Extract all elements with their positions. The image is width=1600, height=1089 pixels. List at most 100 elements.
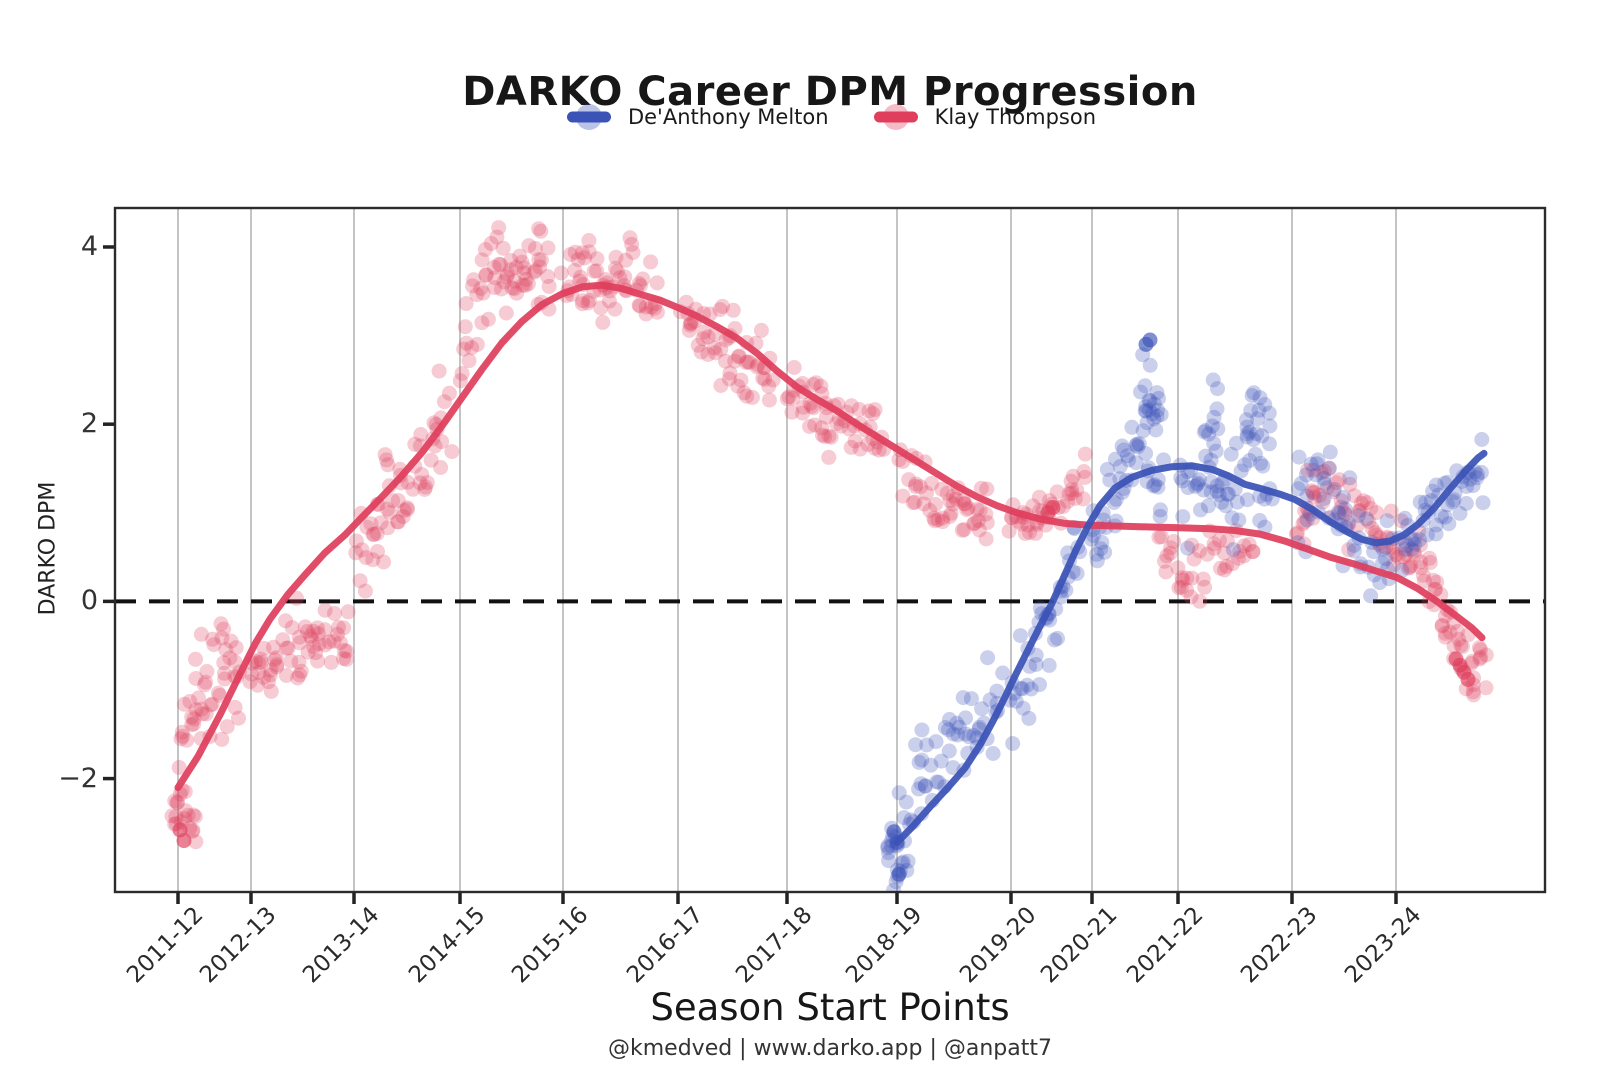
scatter-point-melton xyxy=(1372,575,1388,591)
scatter-point-thompson xyxy=(1473,649,1489,665)
scatter-point-thompson xyxy=(804,398,820,414)
scatter-point-thompson xyxy=(1355,493,1371,509)
scatter-point-thompson xyxy=(967,515,983,531)
scatter-point-melton xyxy=(1089,553,1105,569)
scatter-point-thompson xyxy=(1179,570,1195,586)
scatter-point-thompson xyxy=(979,515,995,531)
scatter-point-thompson xyxy=(219,719,235,735)
scatter-point-melton xyxy=(1142,332,1158,348)
y-tick-label: −2 xyxy=(58,762,98,794)
scatter-point-thompson xyxy=(456,341,472,357)
scatter-point-melton xyxy=(1239,426,1255,442)
scatter-point-melton xyxy=(917,778,933,794)
scatter-point-thompson xyxy=(589,263,605,279)
scatter-point-thompson xyxy=(1288,526,1304,542)
scatter-point-thompson xyxy=(1211,532,1227,548)
scatter-point-thompson xyxy=(595,314,611,330)
scatter-point-thompson xyxy=(1478,680,1494,696)
scatter-point-thompson xyxy=(1174,570,1190,586)
scatter-point-melton xyxy=(982,692,998,708)
scatter-point-thompson xyxy=(1159,548,1175,564)
scatter-point-melton xyxy=(945,760,961,776)
scatter-point-thompson xyxy=(278,667,294,683)
scatter-point-melton xyxy=(1153,407,1169,423)
scatter-point-thompson xyxy=(1464,653,1480,669)
scatter-point-melton xyxy=(1247,446,1263,462)
scatter-point-thompson xyxy=(499,269,514,285)
scatter-point-thompson xyxy=(216,655,232,671)
y-tick-label: 0 xyxy=(80,585,98,617)
scatter-point-thompson xyxy=(1315,494,1331,510)
scatter-point-melton xyxy=(1137,378,1153,394)
scatter-point-thompson xyxy=(943,505,959,521)
scatter-point-thompson xyxy=(1219,558,1234,574)
scatter-point-thompson xyxy=(1363,500,1379,516)
scatter-point-thompson xyxy=(216,621,232,637)
scatter-point-melton xyxy=(1246,385,1262,401)
scatter-point-thompson xyxy=(317,637,333,653)
scatter-point-melton xyxy=(950,727,966,743)
scatter-point-thompson xyxy=(266,639,281,655)
scatter-point-thompson xyxy=(956,522,972,538)
scatter-point-thompson xyxy=(336,620,352,636)
scatter-point-thompson xyxy=(1300,462,1316,478)
scatter-point-melton xyxy=(966,728,982,743)
scatter-point-thompson xyxy=(168,809,184,825)
scatter-point-melton xyxy=(1173,470,1189,486)
scatter-point-thompson xyxy=(184,717,200,733)
scatter-point-thompson xyxy=(638,299,654,315)
scatter-point-thompson xyxy=(379,501,395,517)
scatter-point-thompson xyxy=(1325,484,1341,500)
scatter-point-thompson xyxy=(1076,464,1092,479)
scatter-point-melton xyxy=(1203,474,1219,490)
scatter-point-melton xyxy=(974,701,990,717)
scatter-point-thompson xyxy=(609,263,625,279)
scatter-thompson xyxy=(164,220,1494,850)
scatter-point-thompson xyxy=(227,654,243,670)
scatter-point-thompson xyxy=(713,378,729,393)
scatter-point-thompson xyxy=(1170,560,1186,576)
scatter-point-melton xyxy=(1469,470,1485,486)
scatter-point-thompson xyxy=(188,702,204,718)
scatter-point-thompson xyxy=(1421,550,1437,566)
scatter-point-melton xyxy=(1187,478,1203,494)
trend-line-melton xyxy=(893,449,1488,846)
scatter-point-melton xyxy=(1047,632,1062,648)
scatter-point-thompson xyxy=(540,269,556,284)
scatter-point-melton xyxy=(1239,419,1255,435)
scatter-point-melton xyxy=(1152,502,1168,518)
y-axis-title: DARKO DPM xyxy=(35,481,61,616)
scatter-point-thompson xyxy=(185,822,201,838)
scatter-point-thompson xyxy=(399,501,415,517)
scatter-point-thompson xyxy=(749,359,765,375)
scatter-point-thompson xyxy=(942,493,958,509)
scatter-point-thompson xyxy=(618,252,634,268)
scatter-point-melton xyxy=(1151,391,1166,406)
scatter-point-thompson xyxy=(495,240,511,256)
scatter-point-melton xyxy=(1242,453,1258,468)
scatter-point-thompson xyxy=(1328,475,1344,491)
chart-footer: @kmedved | www.darko.app | @anpatt7 xyxy=(608,1036,1052,1061)
scatter-point-thompson xyxy=(607,301,623,317)
scatter-point-thompson xyxy=(589,251,605,267)
scatter-point-thompson xyxy=(400,474,416,490)
scatter-point-melton xyxy=(972,719,987,735)
scatter-point-thompson xyxy=(601,293,617,309)
scatter-point-thompson xyxy=(706,340,722,356)
scatter-point-thompson xyxy=(297,619,313,635)
scatter-point-thompson xyxy=(363,516,379,532)
scatter-point-thompson xyxy=(1245,544,1261,560)
scatter-point-melton xyxy=(908,737,924,753)
scatter-point-thompson xyxy=(978,531,994,547)
scatter-point-melton xyxy=(1023,681,1039,697)
scatter-point-thompson xyxy=(738,354,754,370)
scatter-point-melton xyxy=(1425,483,1441,499)
scatter-point-thompson xyxy=(263,662,279,678)
scatter-point-melton xyxy=(1243,403,1259,418)
scatter-point-melton xyxy=(1180,480,1196,496)
scatter-point-melton xyxy=(1032,677,1047,693)
scatter-point-thompson xyxy=(205,631,220,647)
scatter-point-thompson xyxy=(924,476,940,491)
scatter-point-thompson xyxy=(340,604,356,620)
scatter-point-thompson xyxy=(927,513,943,529)
